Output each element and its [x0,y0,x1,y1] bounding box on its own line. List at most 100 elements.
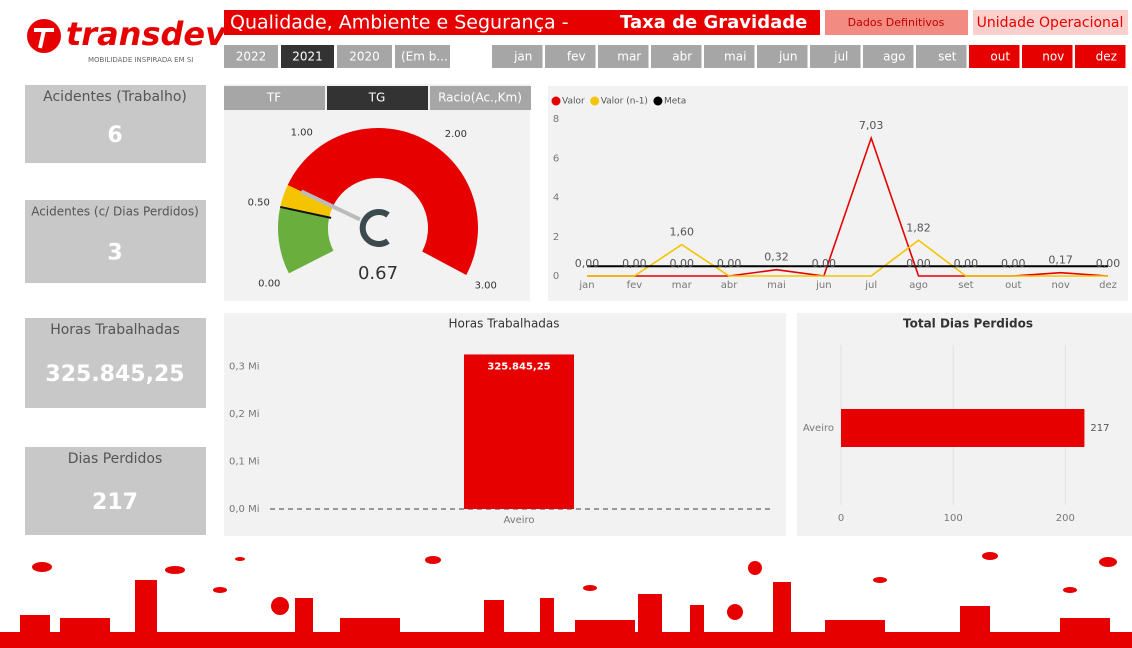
month-button[interactable] [1022,45,1073,68]
month-button[interactable] [1075,45,1126,68]
data-label: 0,00 [622,257,647,270]
gauge-panel [224,84,530,301]
month-label: fev [567,50,586,64]
tab-label: TG [368,91,386,105]
data-label: 0,32 [764,251,789,264]
x-tick-label: dez [1099,280,1117,291]
y-tick-label: 2 [553,232,559,243]
kpi-label: Acidentes (c/ Dias Perdidos) [31,205,199,219]
gauge-tick-label: 0.50 [248,197,270,208]
gauge-tick-label: 1.00 [291,128,313,139]
x-tick-label: jun [815,280,831,291]
bar [464,354,574,509]
y-tick-label: 0,1 Mi [229,457,260,468]
month-button[interactable] [598,45,649,68]
x-tick-label: 0 [838,513,844,524]
month-label: dez [1096,50,1117,64]
tab[interactable] [224,86,325,110]
kpi-label: Dias Perdidos [68,451,163,467]
data-label: 0,00 [812,257,837,270]
year-label: 2021 [292,50,323,64]
year-button[interactable] [337,45,392,68]
year-button[interactable] [224,45,278,68]
kpi-card [25,200,206,283]
month-label: set [938,50,957,64]
skyline [0,552,1132,648]
month-button[interactable] [969,45,1020,68]
data-label: 0,17 [1048,254,1073,267]
month-label: mai [724,50,746,64]
legend-marker [551,96,561,106]
status-box [825,10,968,35]
y-tick-label: 8 [553,114,559,125]
kpi-card [25,447,206,535]
month-button[interactable] [704,45,755,68]
month-label: nov [1042,50,1064,64]
data-label: 0,00 [1096,257,1121,270]
kpi-value: 6 [107,123,122,148]
kpi-card [25,318,206,408]
month-label: ago [883,50,905,64]
gauge-tick-label: 0.00 [258,278,280,289]
gauge-value: 0.67 [358,263,398,284]
kpi-label: Horas Trabalhadas [50,322,180,338]
month-button[interactable] [863,45,914,68]
data-label: 7,03 [859,119,884,132]
kpi-value: 217 [92,490,138,515]
tab[interactable] [327,86,428,110]
month-label: jul [833,50,848,64]
line-panel [548,86,1128,301]
month-label: mar [617,50,641,64]
month-button[interactable] [651,45,702,68]
month-label: jan [513,50,532,64]
data-label: 1,82 [906,221,931,234]
logo-tagline: MOBILIDADE INSPIRADA EM SI [88,56,193,64]
tab-label: TF [266,91,281,105]
data-label: 0,00 [954,257,979,270]
legend-label: Meta [664,97,686,107]
line-series [587,239,1108,277]
gauge-band [287,128,478,275]
x-tick-label: mai [767,280,786,291]
unit: Unidade Operacional [977,15,1124,31]
month-button[interactable] [545,45,596,68]
logo-text: transdev [66,15,227,53]
legend-label: Valor (n-1) [601,97,648,107]
bar [841,409,1085,447]
legend-label: Valor [562,97,585,107]
month-label: jun [778,50,798,64]
x-tick-label: mar [672,280,693,291]
gauge-hub [359,209,390,247]
month-button[interactable] [810,45,861,68]
month-button[interactable] [492,45,543,68]
data-label: 325.845,25 [487,361,550,372]
y-tick-label: 0,3 Mi [229,362,260,373]
legend-marker [653,96,663,106]
x-tick-label: fev [627,280,643,291]
data-label: 0,00 [1001,257,1026,270]
x-tick-label: Aveiro [503,515,534,526]
month-label: abr [672,50,692,64]
data-label: 0,00 [669,257,694,270]
status: Dados Definitivos [848,16,945,29]
x-tick-label: set [958,280,973,291]
chart-title: Horas Trabalhadas [448,317,559,331]
gauge-tick-label: 2.00 [445,129,467,140]
year-label: 2020 [349,50,380,64]
title: Qualidade, Ambiente e Segurança - [230,12,569,34]
x-tick-label: nov [1051,280,1069,291]
x-tick-label: jul [864,280,877,291]
chart-title: Total Dias Perdidos [903,317,1033,331]
year-button[interactable] [395,45,450,68]
data-label: 0,00 [717,257,742,270]
year-label: 2022 [236,50,267,64]
tab[interactable] [430,86,531,110]
y-tick-label: 0,2 Mi [229,409,260,420]
month-button[interactable] [916,45,967,68]
x-tick-label: 100 [944,513,963,524]
month-button[interactable] [757,45,808,68]
gauge-band [278,206,334,274]
data-label: 1,60 [669,226,694,239]
year-button[interactable] [281,45,334,68]
